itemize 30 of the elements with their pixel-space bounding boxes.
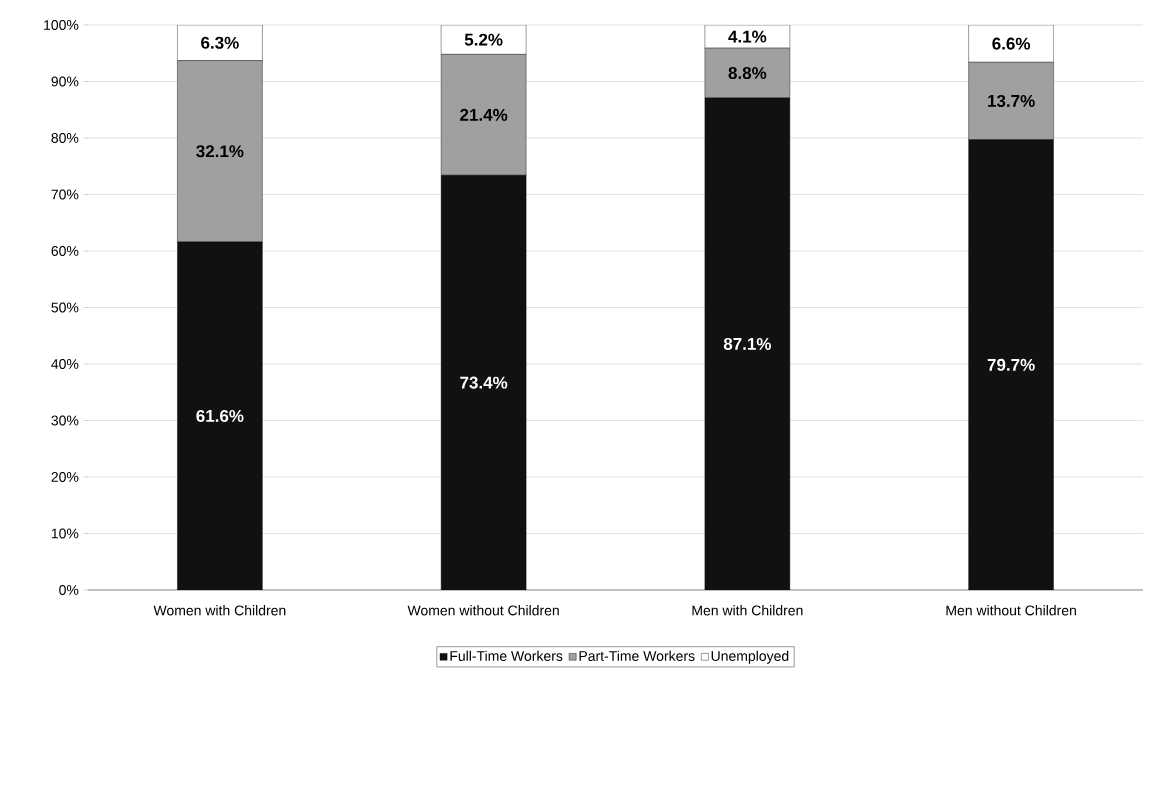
data-label: 32.1% <box>196 145 244 158</box>
legend-label: Unemployed <box>711 650 789 664</box>
data-label: 4.1% <box>728 30 767 43</box>
y-tick-label: 40% <box>51 359 79 369</box>
data-label: 8.8% <box>728 66 767 80</box>
data-label: 6.3% <box>201 36 239 49</box>
x-tick-label: Women without Children <box>407 605 559 616</box>
data-label: 73.4% <box>460 376 508 389</box>
y-tick-label: 100% <box>44 20 79 30</box>
data-label: 6.6% <box>992 37 1031 50</box>
data-label: 79.7% <box>987 358 1035 371</box>
y-tick-label: 50% <box>51 302 79 313</box>
x-tick-label: Men with Children <box>692 605 803 616</box>
data-label: 13.7% <box>988 94 1035 108</box>
y-tick-label: 10% <box>51 528 79 539</box>
data-label: 61.6% <box>196 409 244 422</box>
y-tick-label: 80% <box>51 133 79 143</box>
y-tick-label: 90% <box>51 76 79 87</box>
x-tick-label: Women with Children <box>153 605 286 616</box>
data-label: 21.4% <box>460 108 508 121</box>
legend-label: Full-Time Workers <box>450 650 563 661</box>
y-tick-label: 60% <box>51 246 79 256</box>
y-tick-label: 0% <box>59 585 79 595</box>
data-label: 5.2% <box>464 33 503 46</box>
data-label: 87.1% <box>723 337 772 350</box>
y-tick-label: 70% <box>51 189 79 200</box>
legend-label: Part-Time Workers <box>579 650 695 661</box>
x-tick-label: Men without Children <box>946 605 1076 616</box>
y-tick-label: 30% <box>51 415 79 426</box>
y-tick-label: 20% <box>51 472 79 482</box>
